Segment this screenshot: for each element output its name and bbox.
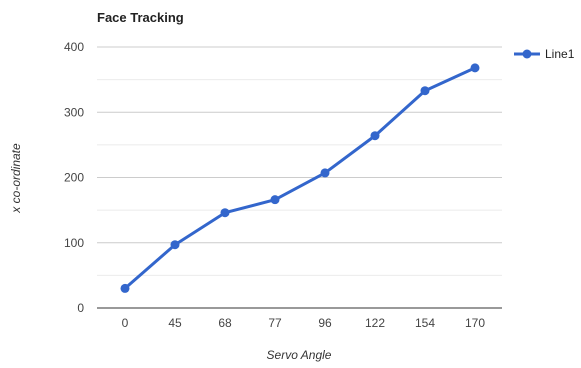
data-point bbox=[270, 195, 280, 205]
series-layer bbox=[120, 63, 480, 293]
y-tick-label: 100 bbox=[64, 236, 84, 250]
data-point bbox=[320, 168, 330, 178]
data-point bbox=[220, 208, 230, 218]
y-tick-label: 200 bbox=[64, 171, 84, 185]
y-tick-label: 0 bbox=[77, 301, 84, 315]
y-axis-title: x co-ordinate bbox=[9, 143, 23, 214]
x-tick-label: 68 bbox=[218, 316, 232, 330]
x-tick-label: 45 bbox=[168, 316, 182, 330]
x-tick-label: 170 bbox=[465, 316, 485, 330]
x-tick-label: 0 bbox=[122, 316, 129, 330]
data-point bbox=[370, 131, 380, 141]
gridlines bbox=[97, 46, 502, 309]
y-axis-ticks: 0 100 200 300 400 bbox=[64, 40, 84, 315]
series-line bbox=[124, 66, 476, 290]
x-tick-label: 122 bbox=[365, 316, 385, 330]
data-point bbox=[170, 240, 180, 250]
legend-label: Line1 bbox=[545, 47, 575, 61]
data-point bbox=[420, 86, 430, 96]
legend[interactable]: Line1 bbox=[514, 47, 575, 61]
data-point bbox=[470, 63, 480, 73]
chart-title: Face Tracking bbox=[97, 10, 184, 25]
y-tick-label: 400 bbox=[64, 40, 84, 54]
x-axis-title: Servo Angle bbox=[267, 348, 332, 362]
legend-swatch-marker bbox=[522, 49, 532, 59]
x-tick-label: 77 bbox=[268, 316, 282, 330]
data-point bbox=[120, 283, 130, 293]
x-tick-label: 96 bbox=[318, 316, 332, 330]
x-axis-ticks: 0 45 68 77 96 122 154 170 bbox=[122, 316, 486, 330]
y-tick-label: 300 bbox=[64, 105, 84, 119]
x-tick-label: 154 bbox=[415, 316, 435, 330]
